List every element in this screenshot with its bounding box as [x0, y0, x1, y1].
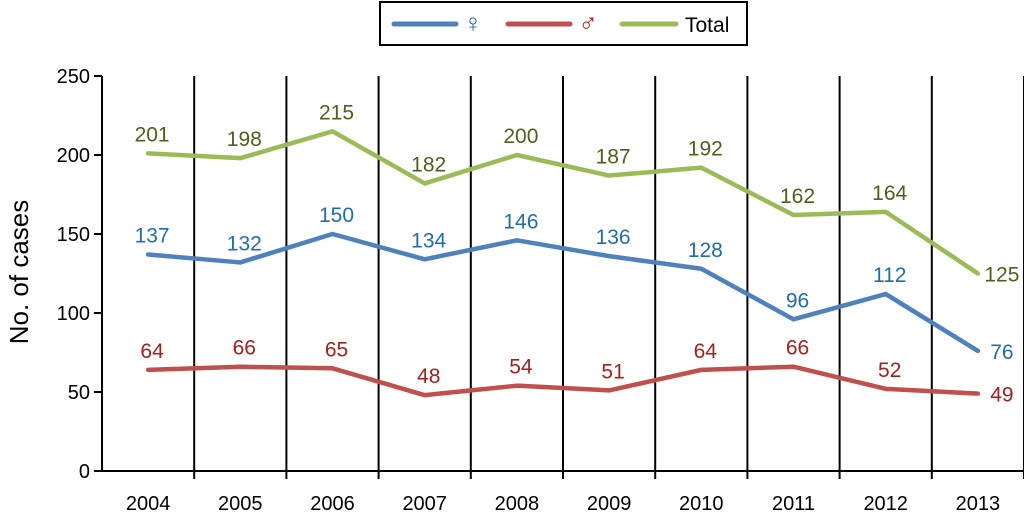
x-tick-label: 2013: [956, 493, 1001, 515]
data-label: 125: [984, 264, 1019, 287]
data-label: 132: [227, 232, 262, 255]
legend-label: Total: [685, 14, 729, 37]
x-tick-label: 2004: [126, 493, 171, 515]
data-label: 215: [319, 101, 354, 124]
data-label: 64: [694, 340, 718, 363]
x-tick-label: 2007: [402, 493, 447, 515]
data-label: 51: [601, 360, 624, 383]
y-tick-label: 250: [57, 66, 90, 88]
data-label: 48: [417, 365, 440, 388]
data-label: 96: [786, 289, 809, 312]
data-label: 198: [227, 128, 262, 151]
x-tick-label: 2008: [495, 493, 540, 515]
data-label: 65: [325, 338, 348, 361]
legend-label: ♀: [463, 8, 483, 38]
data-label: 146: [503, 210, 538, 233]
data-label: 164: [872, 182, 907, 205]
x-tick-label: 2011: [772, 493, 815, 515]
series-line-1: [145, 364, 981, 398]
data-label: 187: [596, 146, 631, 169]
data-label: 150: [319, 204, 354, 227]
x-tick-label: 2012: [863, 493, 908, 515]
data-label: 201: [135, 123, 170, 146]
data-label: 162: [780, 185, 815, 208]
axes: 0 50 100 150 200 250 2004 2005 2006 2007 2008 2009 2…: [57, 66, 1024, 515]
x-tick-label: 2010: [679, 493, 724, 515]
data-label: 66: [786, 337, 809, 360]
legend-label: ♂: [578, 8, 598, 38]
y-tick-label: 0: [79, 461, 90, 483]
y-tick-label: 150: [57, 224, 90, 246]
data-label: 136: [596, 226, 631, 249]
series-line-2: [145, 129, 981, 276]
y-axis-label: No. of cases: [4, 200, 34, 345]
data-label: 200: [503, 125, 538, 148]
y-tick-label: 100: [57, 303, 90, 325]
data-label: 134: [411, 229, 446, 252]
x-tick-label: 2006: [310, 493, 355, 515]
series-line-0: [145, 231, 981, 354]
series-lines: [145, 129, 981, 398]
data-label: 54: [509, 356, 533, 379]
y-tick-label: 200: [57, 145, 90, 167]
data-label: 76: [990, 341, 1013, 364]
data-label: 49: [990, 384, 1013, 407]
legend: ♀ ♂ Total: [379, 1, 748, 46]
y-tick-label: 50: [68, 382, 90, 404]
data-label: 112: [873, 264, 906, 287]
data-label: 128: [688, 239, 723, 262]
data-label: 137: [135, 225, 170, 248]
data-labels: 137 132 150 134 146 136 128 96 112 76 64 66 65 48 54 51…: [135, 101, 1020, 406]
data-label: 192: [688, 138, 723, 161]
data-label: 64: [140, 340, 164, 363]
data-label: 66: [233, 337, 256, 360]
x-tick-label: 2009: [587, 493, 632, 515]
data-label: 52: [878, 359, 901, 382]
data-label: 182: [411, 153, 446, 176]
x-tick-label: 2005: [218, 493, 263, 515]
